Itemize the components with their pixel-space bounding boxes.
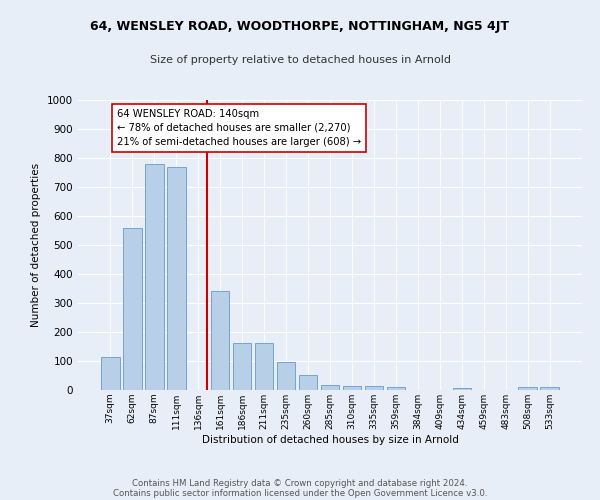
Text: Contains HM Land Registry data © Crown copyright and database right 2024.: Contains HM Land Registry data © Crown c… xyxy=(132,478,468,488)
Bar xyxy=(343,386,361,390)
Bar xyxy=(167,166,185,390)
Bar xyxy=(541,387,559,390)
Text: Size of property relative to detached houses in Arnold: Size of property relative to detached ho… xyxy=(149,55,451,65)
Bar xyxy=(211,290,229,390)
Text: 64 WENSLEY ROAD: 140sqm
← 78% of detached houses are smaller (2,270)
21% of semi: 64 WENSLEY ROAD: 140sqm ← 78% of detache… xyxy=(117,108,361,146)
Text: 64, WENSLEY ROAD, WOODTHORPE, NOTTINGHAM, NG5 4JT: 64, WENSLEY ROAD, WOODTHORPE, NOTTINGHAM… xyxy=(91,20,509,33)
Bar xyxy=(299,375,317,390)
Bar xyxy=(101,357,119,390)
Y-axis label: Number of detached properties: Number of detached properties xyxy=(31,163,41,327)
Bar xyxy=(518,387,537,390)
Bar xyxy=(255,342,274,390)
Bar xyxy=(123,228,142,390)
Text: Contains public sector information licensed under the Open Government Licence v3: Contains public sector information licen… xyxy=(113,488,487,498)
Bar xyxy=(277,362,295,390)
Bar xyxy=(320,385,340,390)
Bar xyxy=(386,387,405,390)
Bar xyxy=(233,342,251,390)
Bar xyxy=(145,164,164,390)
Bar xyxy=(452,388,471,390)
X-axis label: Distribution of detached houses by size in Arnold: Distribution of detached houses by size … xyxy=(202,434,458,444)
Bar xyxy=(365,386,383,390)
